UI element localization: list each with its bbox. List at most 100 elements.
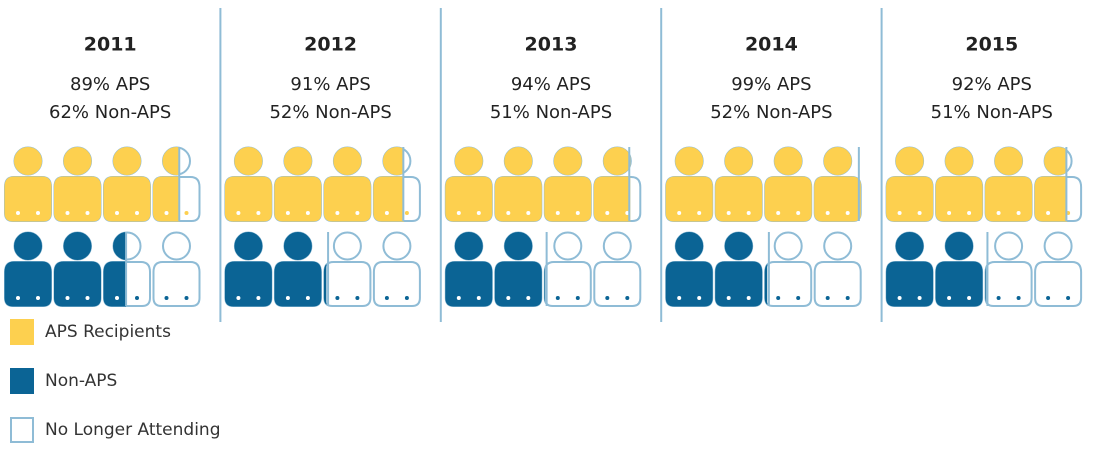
dot [256, 211, 261, 215]
filled-person [373, 147, 404, 222]
icon-row [444, 231, 642, 307]
icon-row [885, 146, 1083, 222]
empty-person-head [553, 231, 583, 261]
person-head [162, 147, 180, 175]
person-head [283, 232, 312, 260]
person-head [333, 147, 362, 175]
person-head [382, 147, 404, 175]
person-body [593, 176, 631, 222]
empty-person-body [152, 261, 201, 307]
empty-person-body [764, 261, 813, 307]
dot [476, 296, 481, 300]
person-head [283, 147, 312, 175]
year-label: 2015 [965, 34, 1018, 56]
legend-label: APS Recipients [45, 322, 171, 342]
empty-person-body [323, 261, 372, 307]
dot [16, 211, 20, 215]
empty-person-body [813, 261, 862, 307]
person-head [63, 232, 92, 260]
dot [605, 211, 610, 215]
filled-person [103, 147, 151, 222]
value-label: 51% Non-APS [931, 102, 1053, 123]
dot [726, 296, 731, 300]
filled-person [1034, 147, 1068, 222]
filled-person [935, 147, 983, 222]
dot [135, 296, 139, 300]
filled-person [935, 232, 983, 307]
dot [917, 296, 922, 300]
person-body [274, 261, 322, 307]
dot [825, 296, 830, 300]
dot [456, 296, 461, 300]
dot [285, 296, 290, 300]
person-head [823, 147, 852, 175]
person-body [54, 261, 101, 307]
filled-person [494, 147, 542, 222]
person-head [1044, 147, 1068, 175]
person-body [153, 176, 180, 222]
empty-person-head [162, 231, 191, 261]
person-head [14, 147, 42, 175]
filled-person [593, 147, 631, 222]
dot [967, 296, 972, 300]
icon-row [665, 146, 862, 222]
dot [355, 296, 360, 300]
dot [36, 211, 40, 215]
dot [1016, 296, 1021, 300]
person-head [113, 232, 126, 260]
person-head [724, 147, 753, 175]
person-head [945, 147, 974, 175]
dot [16, 296, 20, 300]
icon-row [224, 231, 421, 307]
dot [897, 211, 902, 215]
dot [115, 296, 119, 300]
dot [526, 296, 531, 300]
dot [746, 296, 751, 300]
person-body [323, 264, 327, 305]
year-label: 2012 [304, 34, 357, 56]
filled-person [224, 147, 272, 222]
dot [796, 211, 801, 215]
person-body [4, 261, 52, 307]
dot [65, 296, 70, 300]
person-body [445, 261, 493, 307]
dot [305, 296, 310, 300]
icon-row [885, 231, 1083, 307]
dot [335, 296, 340, 300]
dot [164, 296, 169, 300]
person-body [103, 176, 151, 222]
value-label: 92% APS [952, 74, 1032, 95]
dot [845, 296, 850, 300]
filled-person [814, 147, 861, 222]
dot [917, 211, 922, 215]
legend-label: No Longer Attending [45, 420, 221, 440]
dot [555, 296, 560, 300]
person-body [764, 176, 812, 222]
person-body [494, 261, 542, 307]
dot [135, 211, 139, 215]
dot [677, 296, 682, 300]
dot [456, 211, 461, 215]
person-body [715, 261, 763, 307]
filled-person [445, 147, 493, 222]
dot [506, 296, 511, 300]
person-body [935, 261, 983, 307]
dot [697, 296, 702, 300]
filled-person [886, 232, 934, 307]
person-body [103, 261, 126, 307]
dot [85, 211, 90, 215]
value-label: 52% Non-APS [269, 102, 391, 123]
filled-person [323, 147, 371, 222]
empty-person-head [773, 231, 803, 261]
dot [575, 211, 580, 215]
filled-person [665, 232, 713, 307]
filled-person [274, 232, 322, 307]
dot [85, 296, 90, 300]
dot [305, 211, 310, 215]
dot [776, 296, 781, 300]
filled-person [224, 232, 272, 307]
person-body [373, 176, 404, 222]
dot [506, 211, 511, 215]
person-head [234, 232, 263, 260]
filled-person [4, 147, 52, 222]
